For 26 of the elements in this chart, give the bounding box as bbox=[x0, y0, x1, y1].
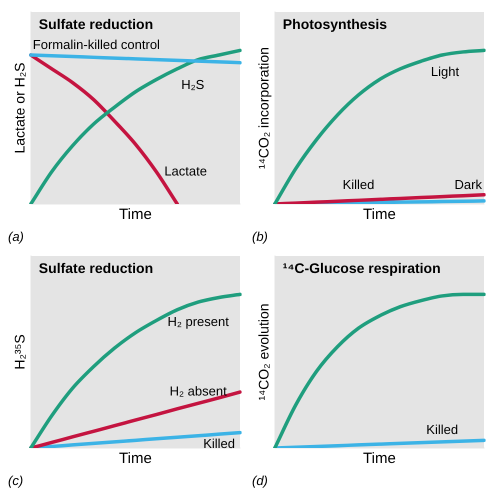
series-label: Killed bbox=[203, 436, 235, 452]
series-label: Killed bbox=[342, 176, 374, 192]
series-label: H₂ absent bbox=[170, 383, 228, 398]
x-axis-title: Time bbox=[363, 450, 396, 468]
y-axis-title: Lactate or H₂S bbox=[11, 62, 28, 154]
series-label: Formalin-killed control bbox=[32, 37, 160, 52]
chart-title: Photosynthesis bbox=[282, 16, 388, 32]
y-axis-title: ¹⁴CO₂ incorporation bbox=[255, 47, 272, 169]
chart-title: ¹⁴C-Glucose respiration bbox=[282, 260, 441, 276]
text: (c) bbox=[8, 472, 24, 490]
series-label: H₂ present bbox=[167, 314, 230, 330]
y-axis-title: ¹⁴CO₂ evolution bbox=[255, 303, 272, 401]
series-label: Killed bbox=[426, 422, 458, 437]
chart-title: Sulfate reduction bbox=[38, 260, 154, 276]
x-axis-title: Time bbox=[119, 206, 152, 224]
text: (b) bbox=[252, 228, 269, 246]
text: (d) bbox=[252, 472, 269, 490]
y-axis-title: H₂³⁵S bbox=[11, 334, 28, 370]
x-axis-title: Time bbox=[363, 206, 396, 224]
x-axis-title: Time bbox=[119, 450, 152, 468]
text: (a) bbox=[8, 228, 25, 246]
series-label: Light bbox=[430, 64, 460, 79]
series-label: H₂S bbox=[181, 76, 205, 92]
series-label: Lactate bbox=[164, 164, 207, 179]
series-label: Dark bbox=[454, 176, 482, 192]
chart-title: Sulfate reduction bbox=[38, 16, 154, 32]
